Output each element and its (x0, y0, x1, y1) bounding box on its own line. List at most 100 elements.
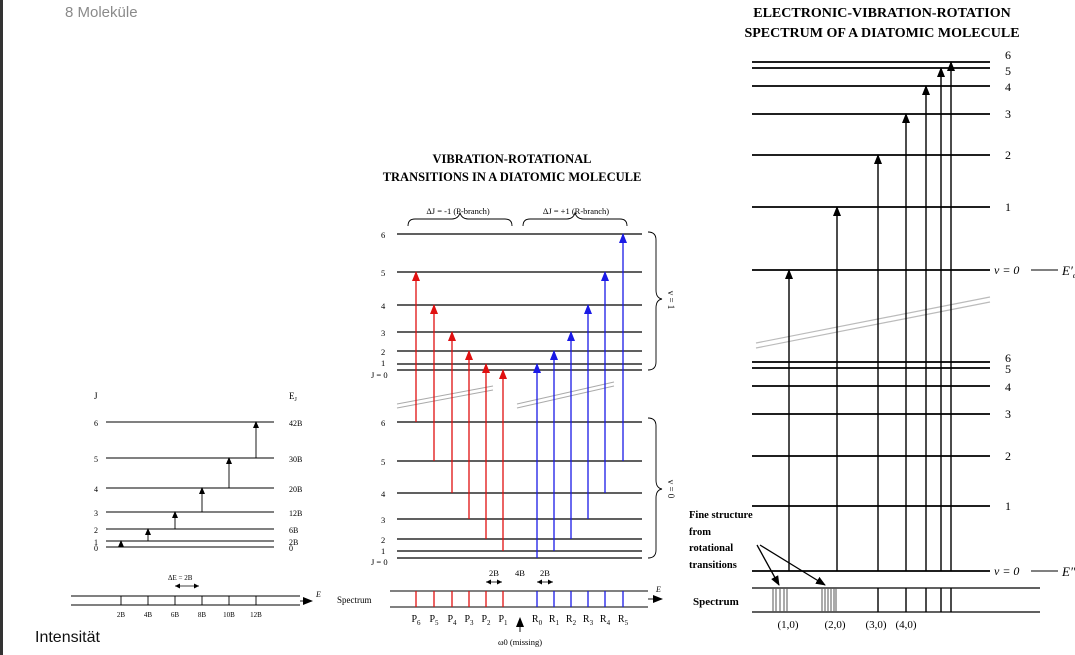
elec-lower-levels: 65 4 3 2 1 v = 0 (752, 351, 1019, 578)
vib-lower-level-label: 3 (381, 515, 385, 525)
rot-level-j: 2 (94, 526, 98, 535)
r-line-label: R0 (532, 614, 543, 627)
vib-line-labels: P6 P5 P4 P3 P2 P1 R0 R1 R2 R3 R4 R5 (411, 614, 628, 627)
elec-lower-level-label: 4 (1005, 380, 1011, 394)
rot-level-e: 6B (289, 526, 298, 535)
r-line-label: R5 (618, 614, 629, 627)
rot-e-header: EJ (289, 391, 298, 403)
vib-upper-level-label: 4 (381, 301, 386, 311)
elec-band-labels: (1,0) (2,0) (3,0) (4,0) (777, 619, 916, 631)
rot-tick-label: 2B (117, 611, 126, 619)
spacing-label-1: 2B (489, 568, 499, 578)
lower-state-label: v = 0 (666, 480, 676, 499)
spacing-label-3: 2B (540, 568, 550, 578)
fine-structure-line3: rotational (689, 543, 733, 554)
rot-level-e: 30B (289, 455, 302, 464)
upper-energy-label: E′el (1061, 263, 1075, 280)
vib-spectrum-label: Spectrum (337, 595, 372, 605)
vib-lower-level-label: 6 (381, 418, 385, 428)
vib-upper-level-label: 2 (381, 347, 385, 357)
elec-upper-level-label: 5 (1005, 64, 1011, 78)
vib-break-left-2 (396, 389, 494, 409)
elec-lower-level-label: 1 (1005, 499, 1011, 513)
spacing-label-2: 4B (515, 568, 525, 578)
r-line-label: R1 (549, 614, 560, 627)
page-footer: Intensität (35, 629, 100, 646)
vib-spectrum-lines (415, 591, 624, 607)
window-left-border (0, 0, 3, 655)
vib-break-left-1 (396, 385, 494, 405)
elec-band-label: (3,0) (865, 619, 886, 631)
rot-j-header: J (94, 391, 98, 401)
r-line-label: R3 (583, 614, 594, 627)
elec-transition-arrows (785, 61, 955, 571)
vib-upper-levels: 6 5 4 3 21 J = 0 (371, 230, 642, 380)
r-branch-brace (522, 211, 628, 227)
lower-state-brace (647, 417, 663, 559)
r-line-label: R2 (566, 614, 577, 627)
vib-break-right-1 (516, 381, 615, 405)
upper-state-brace (647, 231, 663, 371)
rot-level-e: 20B (289, 485, 302, 494)
rot-level-e: 0 (289, 544, 293, 553)
rot-tick-label: 12B (250, 611, 262, 619)
vib-upper-level-label: 1 (381, 358, 385, 368)
fine-structure-line2: from (689, 527, 711, 538)
elec-break-1 (755, 296, 991, 344)
fine-structure-line1: Fine structure (689, 510, 753, 521)
rot-delta-label: ΔE = 2B (168, 574, 193, 582)
r-branch-label: ΔJ = +1 (R-branch) (543, 206, 609, 216)
vib-title-line1: VIBRATION-ROTATIONAL (432, 152, 591, 166)
upper-state-label: v = 1 (666, 291, 676, 310)
vib-upper-level-label: J = 0 (371, 370, 388, 380)
rot-tick-label: 4B (144, 611, 153, 619)
lower-energy-label: E″el (1061, 564, 1075, 581)
elec-upper-levels: 6 5 4 3 2 1 v = 0 (752, 48, 1019, 277)
elec-bands (772, 588, 952, 612)
missing-label: ω0 (missing) (498, 637, 542, 647)
fine-structure-line4: transitions (689, 560, 737, 571)
rot-level-e: 42B (289, 419, 302, 428)
p-branch-label: ΔJ = -1 (P-branch) (426, 206, 490, 216)
p-line-label: P4 (447, 614, 457, 627)
vib-upper-level-label: 5 (381, 268, 385, 278)
vib-lower-level-label: J = 0 (371, 557, 388, 567)
rot-level-j: 1 (94, 538, 98, 547)
rot-level-e: 2B (289, 538, 298, 547)
vib-lower-level-label: 1 (381, 546, 385, 556)
vib-axis-symbol: E (655, 585, 661, 594)
rot-ticks: 2B 4B 6B 8B 10B 12B (117, 596, 262, 619)
vib-transition-arrows (412, 233, 627, 558)
elec-upper-level-label: 3 (1005, 107, 1011, 121)
rot-level-e: 12B (289, 509, 302, 518)
elec-upper-level-label: 2 (1005, 148, 1011, 162)
fine-structure-pointer-1 (756, 544, 780, 586)
elec-band-label: (2,0) (824, 619, 845, 631)
elec-break-2 (755, 301, 991, 349)
elec-title-line2: SPECTRUM OF A DIATOMIC MOLECULE (744, 26, 1019, 41)
elec-band-label: (1,0) (777, 619, 798, 631)
vib-lower-level-label: 4 (381, 489, 386, 499)
elec-lower-level-label: 6 (1005, 351, 1011, 365)
rot-tick-label: 8B (198, 611, 207, 619)
p-line-label: P6 (411, 614, 421, 627)
p-line-label: P5 (429, 614, 439, 627)
vib-title-line2: TRANSITIONS IN A DIATOMIC MOLECULE (383, 170, 642, 184)
rot-level-j: 4 (94, 485, 98, 494)
elec-title-line1: ELECTRONIC-VIBRATION-ROTATION (753, 6, 1010, 21)
p-line-label: P1 (498, 614, 508, 627)
rot-tick-label: 6B (171, 611, 180, 619)
p-branch-brace (407, 211, 513, 227)
elec-band-label: (4,0) (895, 619, 916, 631)
rot-level-j: 5 (94, 455, 98, 464)
vibrational-diagram: VIBRATION-ROTATIONAL TRANSITIONS IN A DI… (337, 152, 676, 647)
elec-upper-level-label: v = 0 (994, 263, 1019, 277)
vib-break-right-2 (516, 385, 615, 409)
elec-lower-level-label: v = 0 (994, 564, 1019, 578)
page-header: 8 Moleküle (65, 4, 138, 21)
vib-lower-level-label: 2 (381, 535, 385, 545)
elec-upper-level-label: 6 (1005, 48, 1011, 62)
vib-lower-level-label: 5 (381, 457, 385, 467)
